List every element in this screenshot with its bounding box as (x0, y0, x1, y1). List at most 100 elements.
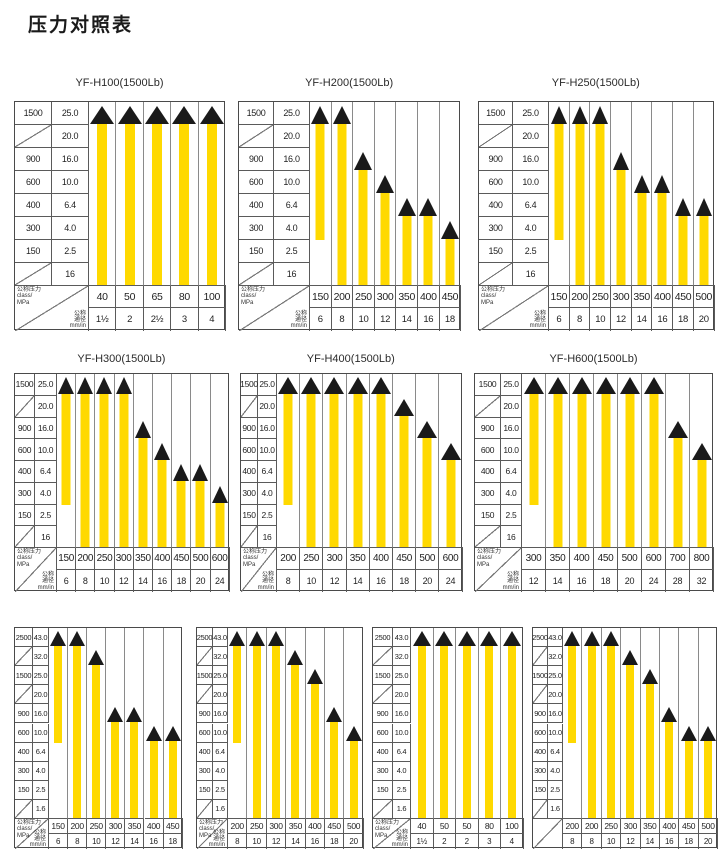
size-mm-cell: 400 (570, 548, 594, 570)
size-in-cell: 18 (673, 308, 694, 331)
pressure-bar (417, 645, 426, 818)
rating-triangle-icon (667, 420, 688, 438)
axis-mpa-cell: 25.0 (548, 666, 563, 686)
plot-column (501, 628, 524, 819)
pressure-bar (151, 123, 162, 285)
size-in-cell: 12 (115, 570, 134, 592)
size-mm-cell: 300 (323, 548, 347, 570)
footer-corner-cell: 公称压力 class/MPa 公称 通径 mm/in (197, 819, 228, 850)
size-in-cell: 16 (145, 834, 164, 850)
rating-triangle-icon (287, 649, 304, 665)
footer-corner-cell: 公称压力 class/MPa 公称 通径 mm/in (15, 819, 49, 850)
axis-class-cell: 150 (241, 504, 258, 527)
pressure-axis-label: 公称压力 class/MPa (241, 287, 266, 306)
rating-triangle-icon (172, 105, 197, 124)
pressure-bar (80, 393, 90, 547)
plot-column (114, 374, 134, 548)
axis-class-cell: 2500 (532, 628, 548, 648)
axis-mpa-cell: 16 (513, 263, 549, 286)
size-axis-label: 公称 通径 mm/in (529, 310, 546, 330)
axis-class-cell: 600 (15, 439, 35, 461)
rating-triangle-icon (643, 377, 664, 395)
size-mm-cell: 500 (618, 548, 642, 570)
size-mm-cell: 300 (522, 548, 546, 570)
axis-class-cell: 2500 (197, 628, 213, 648)
axis-mpa-cell: 20.0 (213, 685, 228, 705)
size-in-cell: 16 (370, 570, 393, 592)
chart-9: 2500 43.0 32.0 1500 25.0 20.0 900 16.0 600 10.0 40… (372, 627, 524, 850)
size-mm-cell: 200 (68, 819, 88, 835)
size-axis-label: 公称 通径 mm/in (391, 829, 408, 849)
axis-mpa-cell: 1.6 (33, 799, 49, 819)
axis-mpa-cell: 20.0 (52, 125, 89, 148)
pressure-bar (97, 123, 108, 285)
rating-triangle-icon (229, 630, 246, 646)
axis-mpa-cell: 4.0 (501, 482, 522, 505)
size-mm-cell: 100 (198, 286, 226, 309)
plot-column (133, 374, 153, 548)
axis-mpa-cell: 10.0 (258, 439, 277, 461)
size-axis-label: 公称 通径 mm/in (29, 829, 46, 849)
axis-class-cell (15, 526, 35, 548)
axis-mpa-cell: 4.0 (274, 217, 310, 240)
pressure-bar (697, 459, 707, 547)
size-mm-cell: 800 (690, 548, 714, 570)
rating-triangle-icon (376, 174, 395, 193)
size-mm-cell: 250 (590, 286, 612, 309)
rating-triangle-icon (126, 707, 143, 723)
axis-class-cell: 1500 (479, 102, 513, 125)
page-title: 压力对照表 (28, 15, 134, 36)
size-axis-label: 公称 通径 mm/in (257, 572, 274, 591)
pressure-bar (92, 664, 101, 818)
plot-column (590, 102, 612, 286)
size-in-cell: 8 (570, 308, 591, 331)
size-in-cell: 20 (191, 570, 211, 592)
rating-triangle-icon (154, 442, 171, 460)
chart-title: YF-H250(1500Lb) (551, 77, 640, 89)
rating-triangle-icon (144, 105, 169, 124)
pressure-bar (577, 393, 586, 547)
size-mm-cell: 200 (228, 819, 248, 835)
axis-mpa-cell: 20.0 (33, 685, 49, 705)
axis-mpa-cell: 20.0 (35, 395, 57, 418)
size-mm-cell: 200 (563, 819, 583, 835)
chart-title: YF-H100(1500Lb) (75, 77, 164, 89)
axis-class-cell: 300 (533, 761, 548, 781)
size-in-cell: 18 (393, 570, 417, 592)
axis-mpa-cell: 2.5 (501, 504, 522, 527)
rating-triangle-icon (311, 105, 330, 124)
rating-triangle-icon (696, 197, 713, 216)
size-mm-cell: 300 (621, 819, 641, 835)
rating-triangle-icon (622, 649, 639, 665)
axis-class-cell (197, 799, 213, 819)
size-in-cell: 24 (642, 570, 666, 592)
axis-mpa-cell: 10.0 (513, 171, 549, 194)
size-mm-cell: 200 (277, 548, 301, 570)
axis-class-cell: 150 (533, 780, 548, 800)
size-mm-cell: 40 (89, 286, 117, 309)
axis-class-cell: 900 (15, 417, 35, 440)
pressure-bar (649, 393, 658, 547)
plot-column (569, 102, 591, 286)
axis-mpa-cell: 16.0 (35, 417, 57, 440)
rating-triangle-icon (306, 669, 323, 685)
size-in-cell: 20 (416, 570, 440, 592)
size-mm-cell: 50 (433, 819, 456, 835)
size-mm-cell: 450 (679, 819, 699, 835)
axis-class-cell: 900 (15, 148, 52, 171)
chart-yf-h200-1500lb-: YF-H200(1500Lb) 1500 25.0 20.0 900 16.0 600 10.… (238, 77, 462, 331)
rating-triangle-icon (397, 197, 416, 216)
axis-class-cell: 150 (197, 780, 213, 800)
size-mm-cell: 500 (693, 286, 715, 309)
plot-column (247, 628, 267, 819)
axis-mpa-cell: 32.0 (393, 647, 411, 667)
axis-mpa-cell: 20.0 (513, 125, 549, 148)
rating-triangle-icon (69, 630, 86, 646)
size-mm-cell: 100 (501, 819, 524, 835)
pressure-bar (665, 721, 674, 818)
plot-column (418, 102, 440, 286)
pressure-bar (179, 123, 190, 285)
axis-mpa-cell: 43.0 (213, 628, 228, 648)
pressure-bar (271, 645, 280, 818)
plot-column (393, 374, 417, 548)
